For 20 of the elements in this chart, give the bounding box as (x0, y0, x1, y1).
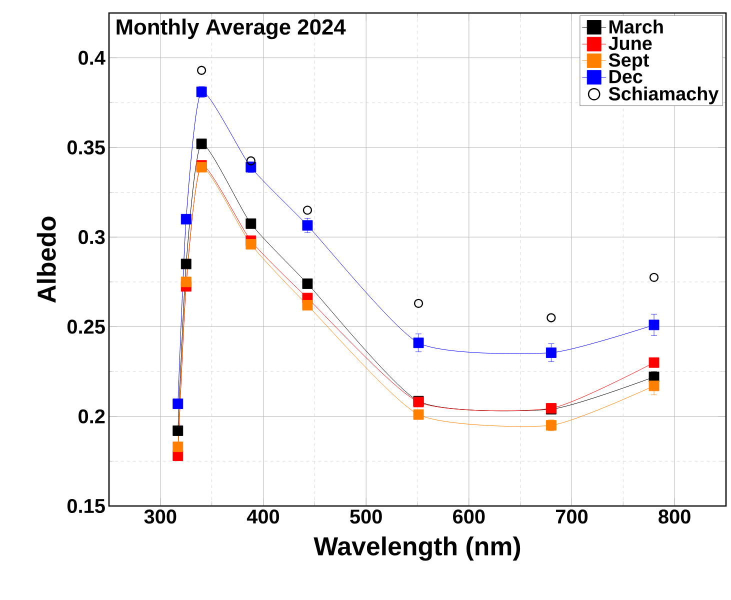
legend-label: Sept (608, 53, 650, 70)
y-tick-label: 0.15 (67, 498, 105, 514)
y-tick-label: 0.35 (67, 140, 105, 155)
legend-label: March (610, 20, 663, 34)
chart-title: Monthly Average 2024 (116, 18, 346, 40)
x-tick-label: 600 (453, 510, 485, 524)
legend-label: Schiamachy (608, 86, 719, 104)
x-tick-label: 700 (556, 510, 588, 524)
y-tick-label: 0.3 (78, 230, 105, 244)
legend-label: June (608, 36, 652, 50)
x-tick-label: 500 (350, 510, 382, 524)
y-tick-label: 0.2 (78, 409, 105, 424)
legend-label: Dec (610, 70, 642, 84)
x-tick-label: 400 (246, 510, 280, 524)
x-tick-label: 300 (144, 510, 176, 524)
x-tick-label: 800 (658, 510, 690, 524)
y-axis-title: Albedo (36, 216, 56, 303)
y-tick-label: 0.4 (78, 50, 106, 65)
x-axis-title: Wavelength (nm) (314, 536, 520, 561)
y-tick-label: 0.25 (67, 320, 105, 334)
